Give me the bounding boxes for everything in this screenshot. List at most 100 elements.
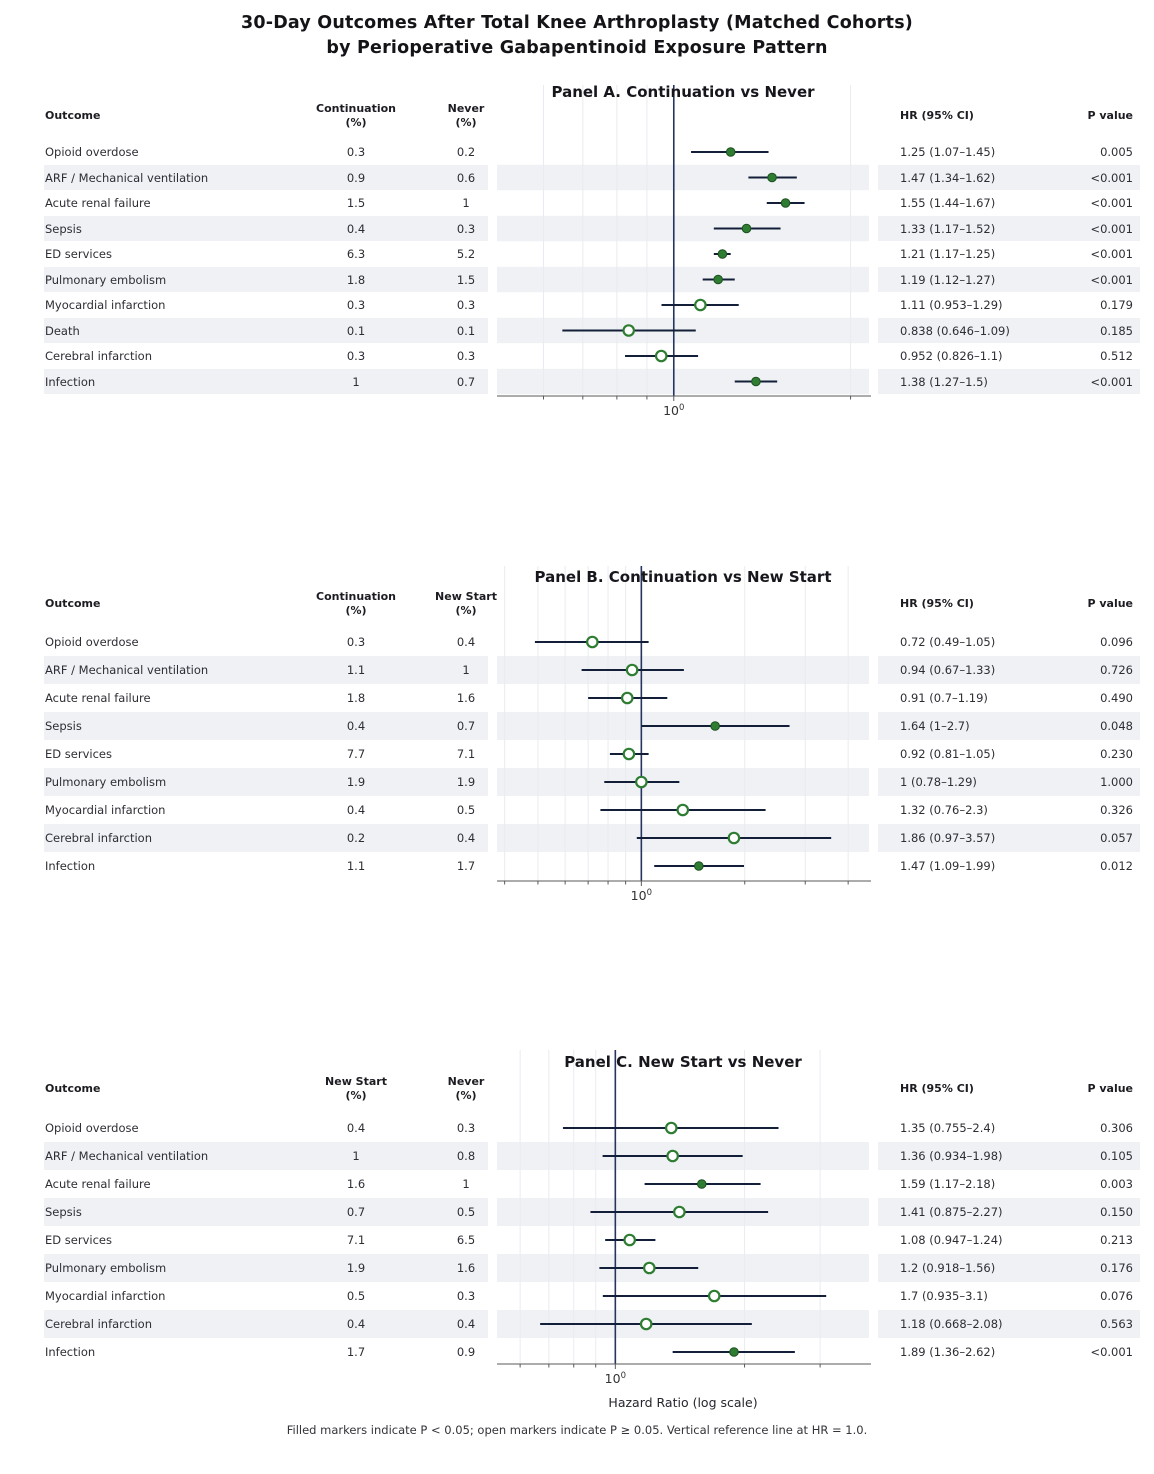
rate2-value: 1.6 (456, 1261, 476, 1275)
figure-title: 30-Day Outcomes After Total Knee Arthrop… (0, 11, 1154, 61)
rate1-value: 7.1 (346, 1233, 366, 1247)
rate2-value: 1 (462, 663, 470, 677)
row-stripe (44, 656, 488, 684)
panel-title: Panel C. New Start vs Never (564, 1053, 802, 1071)
rate1-value: 0.5 (346, 1289, 366, 1303)
outcome-label: Acute renal failure (45, 691, 151, 705)
rate1-value: 0.4 (346, 1317, 366, 1331)
hr-ci-value: 1 (0.78–1.29) (900, 775, 977, 789)
p-value: <0.001 (1090, 1345, 1133, 1359)
plot-row-stripe (497, 215, 869, 242)
rate2-value: 0.5 (456, 803, 476, 817)
axis-tick-label: 100 (605, 1371, 626, 1386)
row-stripe (878, 1310, 1140, 1338)
outcome-label: Cerebral infarction (45, 1317, 152, 1331)
rate1-value: 0.3 (346, 349, 366, 363)
column-header-line: (%) (345, 604, 367, 617)
rate2-value: 0.2 (456, 145, 476, 159)
figure-title-line1: 30-Day Outcomes After Total Knee Arthrop… (240, 13, 914, 33)
hr-marker-filled (780, 198, 791, 208)
row-stripe (878, 768, 1140, 796)
outcome-label: ARF / Mechanical ventilation (45, 1149, 209, 1163)
row-stripe (44, 1310, 488, 1338)
column-header-line: (%) (455, 116, 477, 129)
rate1-value: 0.4 (346, 803, 366, 817)
outcome-label: Pulmonary embolism (45, 272, 167, 287)
outcome-label: Death (45, 323, 80, 338)
row-stripe (44, 317, 488, 344)
hr-ci-value: 1.21 (1.17–1.25) (900, 247, 996, 261)
hr-ci-value: 1.89 (1.36–2.62) (900, 1345, 996, 1359)
hr-marker-open (707, 1289, 721, 1303)
hr-marker-open (635, 775, 648, 789)
p-value: 0.185 (1100, 323, 1133, 338)
p-value: 0.563 (1100, 1317, 1133, 1331)
row-stripe (44, 368, 488, 395)
row-stripe (878, 1142, 1140, 1170)
row-stripe (878, 164, 1140, 191)
rate2-value: 0.7 (456, 719, 476, 733)
outcome-label: Myocardial infarction (45, 298, 166, 312)
outcome-label: Sepsis (45, 719, 82, 733)
hr-marker-filled (751, 376, 761, 387)
row-stripe (878, 1198, 1140, 1226)
hr-ci-value: 0.952 (0.826–1.1) (900, 349, 1003, 363)
outcome-label: ARF / Mechanical ventilation (45, 170, 209, 185)
outcome-label: Myocardial infarction (45, 1289, 166, 1303)
p-value: <0.001 (1090, 247, 1133, 261)
outcome-label: Cerebral infarction (45, 831, 152, 845)
rate1-value: 1.7 (346, 1345, 366, 1359)
hr-ci-value: 1.35 (0.755–2.4) (900, 1121, 996, 1135)
outcome-label: Infection (45, 859, 96, 873)
rate1-value: 1.5 (346, 196, 366, 210)
figure-title-line2: by Perioperative Gabapentinoid Exposure … (326, 38, 828, 58)
footnote: Filled markers indicate P < 0.05; open m… (286, 1423, 868, 1437)
hr-marker-open (727, 831, 741, 845)
p-value: 0.306 (1100, 1121, 1133, 1135)
column-header-outcome: Outcome (45, 109, 101, 122)
rate1-value: 7.7 (346, 747, 366, 761)
column-header-rate1: New Start (%) (325, 1075, 387, 1103)
hr-marker-filled (741, 223, 752, 234)
hr-marker-filled (717, 249, 728, 259)
hr-marker-open (664, 1121, 678, 1135)
hr-marker-open (620, 691, 634, 705)
p-value: 0.490 (1100, 691, 1133, 705)
p-value: <0.001 (1090, 374, 1133, 389)
rate1-value: 0.4 (346, 719, 366, 733)
column-header-line: (%) (455, 604, 477, 617)
hr-ci-value: 1.59 (1.17–2.18) (900, 1177, 996, 1191)
hr-marker-open (676, 803, 690, 817)
p-value: 0.179 (1100, 298, 1133, 312)
panel-title: Panel B. Continuation vs New Start (534, 568, 832, 586)
plot-row-stripe (497, 368, 869, 395)
rate1-value: 1.9 (346, 775, 366, 789)
hr-ci-value: 1.47 (1.34–1.62) (900, 170, 996, 185)
hr-ci-value: 0.91 (0.7–1.19) (900, 691, 988, 705)
rate1-value: 1.8 (346, 272, 366, 287)
outcome-label: Opioid overdose (45, 1121, 139, 1135)
column-header-rate1: Continuation (%) (316, 590, 396, 618)
rate2-value: 7.1 (456, 747, 476, 761)
rate2-value: 1 (462, 1177, 470, 1191)
outcome-label: Opioid overdose (45, 635, 139, 649)
hr-ci-value: 0.94 (0.67–1.33) (900, 663, 996, 677)
outcome-label: ED services (45, 1233, 112, 1247)
row-stripe (878, 215, 1140, 242)
rate1-value: 0.3 (346, 298, 366, 312)
outcome-label: ARF / Mechanical ventilation (45, 663, 209, 677)
axis-tick-exponent: 0 (679, 403, 684, 413)
rate2-value: 1.9 (456, 775, 476, 789)
hr-marker-open (643, 1261, 656, 1275)
rate1-value: 1 (352, 374, 360, 389)
outcome-label: Sepsis (45, 221, 82, 236)
column-header-outcome: Outcome (45, 597, 101, 610)
outcome-label: Opioid overdose (45, 145, 139, 159)
column-header-hr: HR (95% CI) (900, 1082, 974, 1095)
rate1-value: 0.9 (346, 170, 366, 185)
column-header-line: Continuation (316, 102, 396, 115)
outcome-label: Infection (45, 374, 96, 389)
column-header-rate1: Continuation (%) (316, 102, 396, 130)
rate2-value: 1.6 (456, 691, 476, 705)
